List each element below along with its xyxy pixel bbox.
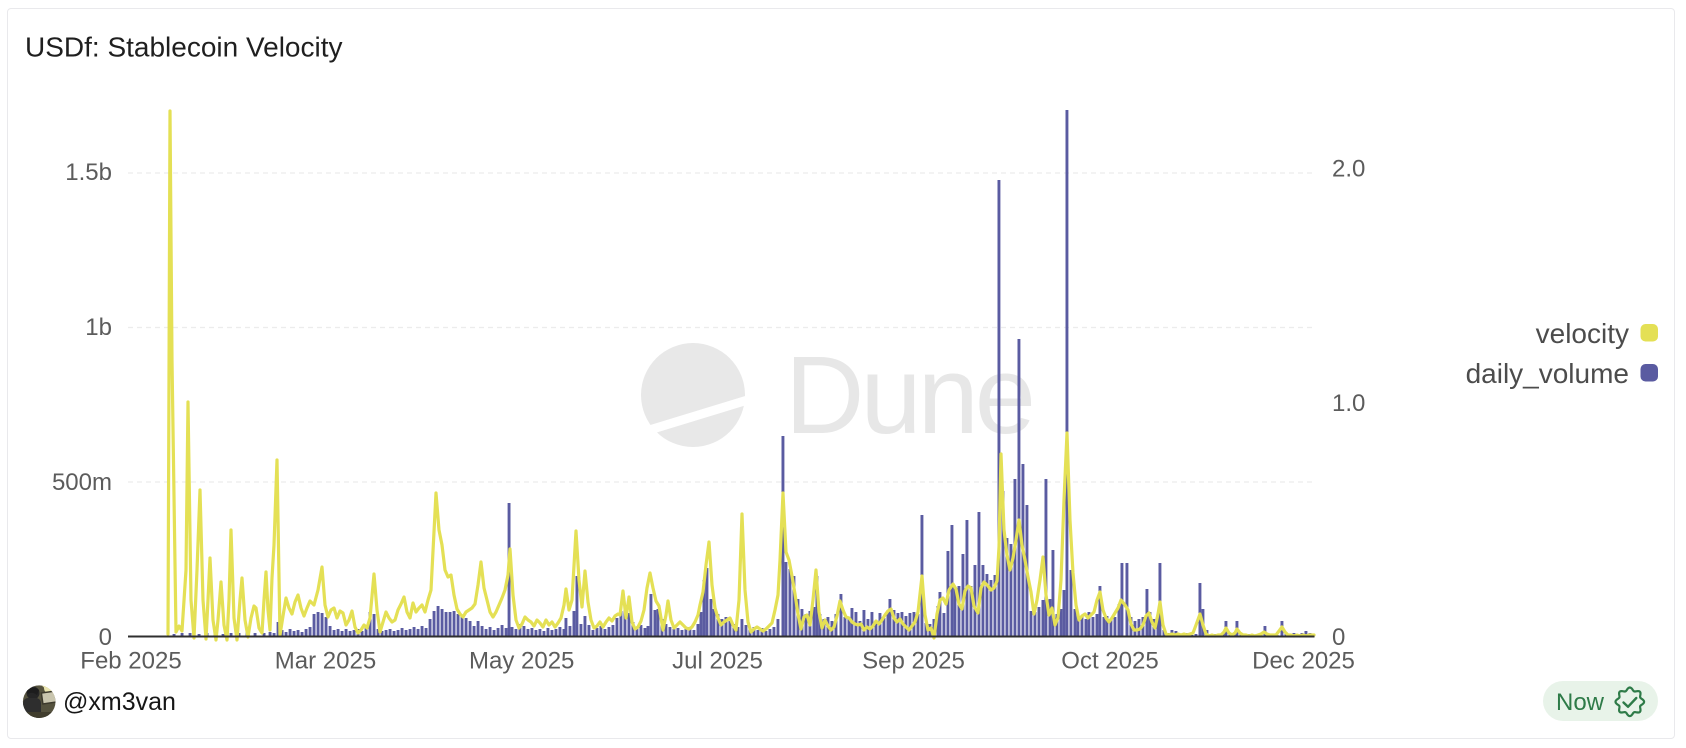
- svg-text:0: 0: [99, 624, 112, 651]
- svg-text:1.0: 1.0: [1332, 390, 1365, 417]
- svg-text:1b: 1b: [85, 314, 112, 341]
- svg-text:daily_volume: daily_volume: [1466, 358, 1629, 389]
- svg-text:Oct 2025: Oct 2025: [1061, 648, 1158, 675]
- svg-text:2.0: 2.0: [1332, 156, 1365, 183]
- svg-text:May 2025: May 2025: [469, 648, 574, 675]
- svg-text:0: 0: [1332, 624, 1345, 651]
- svg-text:velocity: velocity: [1536, 318, 1629, 349]
- svg-text:Mar 2025: Mar 2025: [275, 648, 376, 675]
- svg-text:Jul 2025: Jul 2025: [672, 648, 763, 675]
- svg-text:@xm3van: @xm3van: [63, 688, 176, 716]
- svg-text:Now: Now: [1556, 689, 1605, 716]
- svg-text:Dec 2025: Dec 2025: [1252, 648, 1355, 675]
- svg-text:1.5b: 1.5b: [65, 159, 112, 186]
- svg-text:Feb 2025: Feb 2025: [80, 648, 181, 675]
- svg-text:USDf: Stablecoin Velocity: USDf: Stablecoin Velocity: [25, 32, 343, 63]
- svg-text:500m: 500m: [52, 469, 112, 496]
- svg-text:Sep 2025: Sep 2025: [862, 648, 965, 675]
- svg-text:Dune: Dune: [785, 334, 1032, 457]
